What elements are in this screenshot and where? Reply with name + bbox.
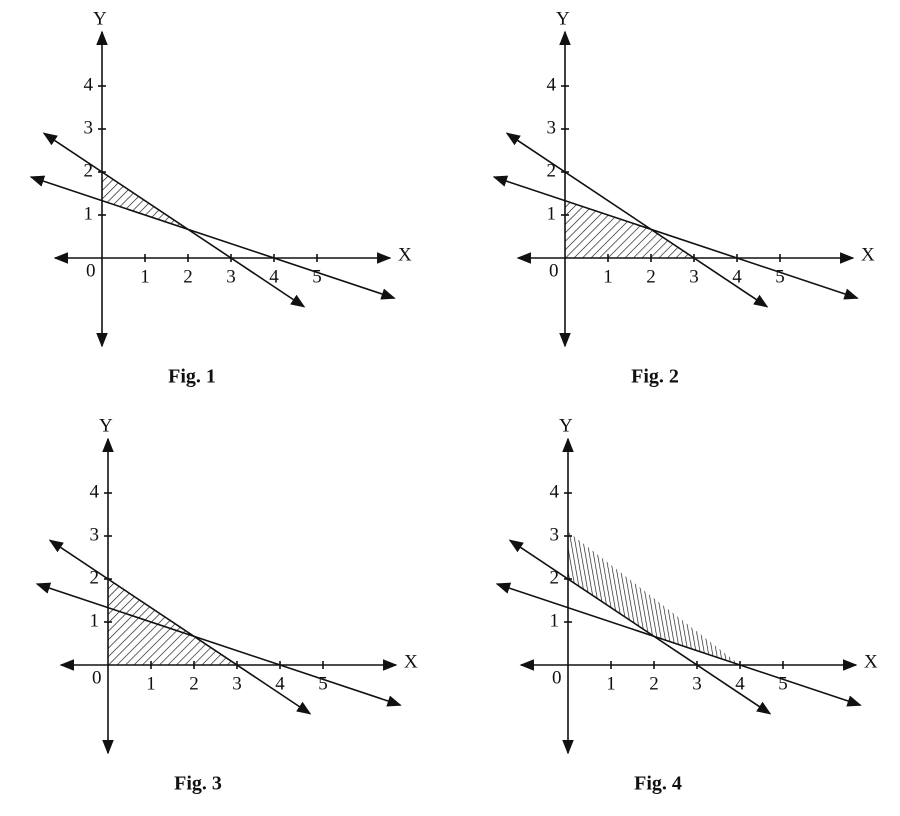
origin-label: 0 (552, 667, 562, 688)
origin-label: 0 (92, 667, 102, 688)
y-tick-label: 4 (90, 481, 100, 502)
constraint-line (495, 582, 862, 707)
origin-label: 0 (549, 260, 559, 281)
x-axis-label: X (864, 651, 878, 672)
x-tick-label: 3 (692, 673, 702, 694)
constraint-line (492, 175, 859, 300)
y-tick-label: 4 (84, 74, 94, 95)
y-tick-label: 3 (84, 117, 94, 138)
y-axis-label: Y (99, 415, 113, 436)
caption: Fig. 4 (634, 773, 682, 795)
y-tick-label: 1 (547, 203, 557, 224)
x-tick-label: 1 (606, 673, 616, 694)
y-tick-label: 4 (547, 74, 557, 95)
y-tick-label: 1 (90, 610, 100, 631)
x-axis-label: X (404, 651, 418, 672)
x-tick-label: 3 (232, 673, 242, 694)
shaded-region (568, 531, 740, 665)
caption: Fig. 2 (631, 366, 679, 388)
x-tick-label: 1 (140, 266, 150, 287)
caption: Fig. 1 (168, 366, 216, 388)
x-tick-label: 5 (775, 266, 785, 287)
y-tick-label: 4 (550, 481, 560, 502)
x-tick-label: 3 (689, 266, 699, 287)
x-tick-label: 5 (312, 266, 322, 287)
x-tick-label: 3 (226, 266, 236, 287)
x-tick-label: 1 (603, 266, 613, 287)
x-tick-label: 5 (318, 673, 328, 694)
x-tick-label: 2 (646, 266, 656, 287)
y-tick-label: 3 (90, 524, 100, 545)
y-axis-label: Y (93, 8, 107, 29)
x-tick-label: 5 (778, 673, 788, 694)
x-tick-label: 2 (649, 673, 659, 694)
constraint-line (29, 175, 396, 300)
x-axis-label: X (398, 244, 412, 265)
x-tick-label: 2 (183, 266, 193, 287)
x-tick-label: 2 (189, 673, 199, 694)
shaded-region (565, 200, 694, 258)
y-tick-label: 1 (84, 203, 94, 224)
origin-label: 0 (86, 260, 96, 281)
x-axis-label: X (861, 244, 875, 265)
x-tick-label: 1 (146, 673, 156, 694)
y-tick-label: 3 (547, 117, 557, 138)
y-tick-label: 3 (550, 524, 560, 545)
y-axis-label: Y (556, 8, 570, 29)
y-axis-label: Y (559, 415, 573, 436)
caption: Fig. 3 (174, 773, 222, 795)
y-tick-label: 1 (550, 610, 560, 631)
constraint-line (35, 582, 402, 707)
